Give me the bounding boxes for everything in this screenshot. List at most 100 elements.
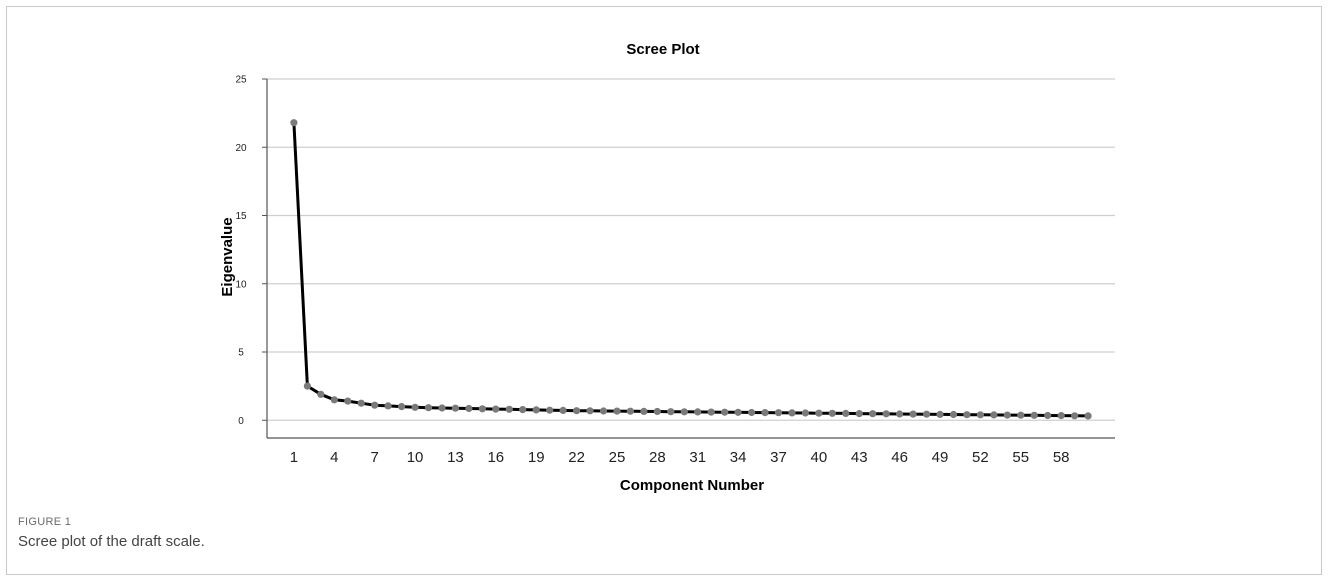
data-point-component-24	[599, 407, 608, 415]
data-point-component-23	[586, 407, 594, 415]
data-point-component-15	[478, 405, 486, 413]
data-point-component-21	[559, 406, 567, 414]
data-point-component-26	[626, 407, 635, 415]
x-axis-label: Component Number	[620, 477, 764, 494]
y-tick-label: 25	[235, 75, 247, 86]
data-point-component-29	[667, 408, 675, 416]
data-point-component-42	[842, 409, 850, 417]
data-point-component-41	[828, 409, 836, 417]
x-tick-label: 46	[891, 449, 908, 466]
data-point-component-14	[465, 404, 473, 413]
x-tick-label: 10	[407, 449, 424, 466]
y-tick-label: 10	[235, 279, 247, 290]
data-point-component-20	[546, 406, 554, 414]
x-tick-label: 31	[689, 449, 706, 466]
y-tick-label: 5	[238, 348, 244, 359]
data-point-component-51	[963, 411, 971, 419]
data-point-component-2	[303, 382, 311, 390]
data-point-component-48	[923, 410, 931, 418]
data-point-component-30	[680, 408, 688, 416]
data-point-component-57	[1044, 411, 1052, 420]
data-point-component-35	[748, 408, 756, 417]
data-point-component-33	[721, 408, 729, 416]
data-point-component-5	[344, 397, 352, 405]
data-point-component-27	[640, 407, 648, 415]
data-point-component-10	[411, 403, 419, 411]
scree-plot-chart: Scree Plot 0 5 10 15 20 25 1 4 7 10 13 16 19 22 25 28 3…	[219, 41, 1115, 494]
x-tick-label: 43	[851, 449, 868, 466]
data-point-component-34	[734, 408, 742, 416]
data-point-component-18	[519, 406, 527, 414]
data-point-component-7	[371, 401, 379, 409]
axes	[262, 78, 1115, 439]
data-point-component-4	[330, 396, 338, 404]
figure-caption: Scree plot of the draft scale.	[18, 533, 205, 550]
x-tick-label: 16	[487, 449, 504, 466]
data-point-component-16	[492, 405, 500, 413]
y-tick-label: 20	[235, 143, 247, 154]
x-tick-label: 28	[649, 449, 666, 466]
data-point-component-40	[815, 409, 823, 417]
data-point-component-36	[761, 409, 769, 417]
y-axis-label: Eigenvalue	[219, 217, 236, 296]
x-tick-label: 19	[528, 449, 545, 466]
grid-lines	[267, 78, 1115, 421]
data-point-component-55	[1017, 411, 1025, 419]
data-point-component-43	[855, 410, 863, 418]
data-point-component-31	[694, 408, 702, 416]
data-point-component-19	[532, 406, 540, 414]
y-tick-labels: 0 5 10 15 20 25	[235, 75, 247, 427]
data-point-component-22	[573, 407, 581, 415]
data-point-component-6	[357, 399, 365, 407]
x-tick-label: 52	[972, 449, 989, 466]
data-point-component-12	[438, 404, 446, 412]
data-point-component-17	[505, 405, 513, 413]
x-tick-label: 49	[932, 449, 949, 466]
data-point-component-8	[384, 402, 392, 410]
data-point-component-59	[1071, 412, 1079, 420]
data-point-component-44	[869, 410, 877, 418]
x-tick-label: 34	[730, 449, 747, 466]
eigenvalue-series-line	[292, 122, 1089, 418]
chart-title: Scree Plot	[626, 41, 699, 58]
data-point-component-11	[424, 404, 433, 412]
figure-frame: Scree Plot 0 5 10 15 20 25 1 4 7 10 13 16 19 22 25 28 3…	[6, 6, 1322, 575]
data-point-component-28	[653, 407, 661, 416]
data-point-component-53	[990, 411, 998, 419]
data-point-component-13	[451, 404, 459, 412]
x-tick-label: 1	[290, 449, 298, 466]
data-point-component-58	[1057, 412, 1065, 420]
data-point-component-37	[774, 409, 783, 417]
data-point-component-38	[788, 409, 796, 417]
data-points	[290, 119, 1092, 420]
x-tick-label: 55	[1012, 449, 1029, 466]
data-point-component-1	[290, 119, 298, 127]
data-point-component-45	[882, 410, 890, 418]
data-point-component-50	[949, 410, 958, 419]
data-point-component-60	[1084, 412, 1092, 420]
figure-label: FIGURE 1	[18, 516, 72, 528]
data-point-component-52	[976, 411, 985, 419]
data-point-component-3	[317, 390, 325, 398]
x-tick-labels: 1 4 7 10 13 16 19 22 25 28 31 34 37 40 43 46 49 52 55 58	[290, 449, 1070, 466]
series-line-layer	[292, 122, 1089, 418]
x-tick-label: 37	[770, 449, 787, 466]
data-point-component-46	[896, 410, 904, 418]
data-point-component-54	[1003, 411, 1011, 419]
x-tick-label: 22	[568, 449, 585, 466]
x-tick-label: 58	[1053, 449, 1070, 466]
data-point-component-25	[613, 407, 621, 415]
x-tick-label: 7	[371, 449, 379, 466]
data-point-component-9	[398, 403, 406, 411]
y-tick-label: 0	[238, 416, 244, 427]
data-point-component-47	[909, 410, 917, 418]
data-point-component-49	[936, 410, 944, 418]
x-tick-label: 40	[811, 449, 828, 466]
x-tick-label: 25	[609, 449, 626, 466]
y-tick-label: 15	[235, 211, 247, 222]
data-point-component-32	[707, 408, 715, 416]
data-point-component-56	[1030, 411, 1038, 419]
data-point-component-39	[801, 409, 810, 417]
x-tick-label: 13	[447, 449, 464, 466]
x-tick-label: 4	[330, 449, 338, 466]
